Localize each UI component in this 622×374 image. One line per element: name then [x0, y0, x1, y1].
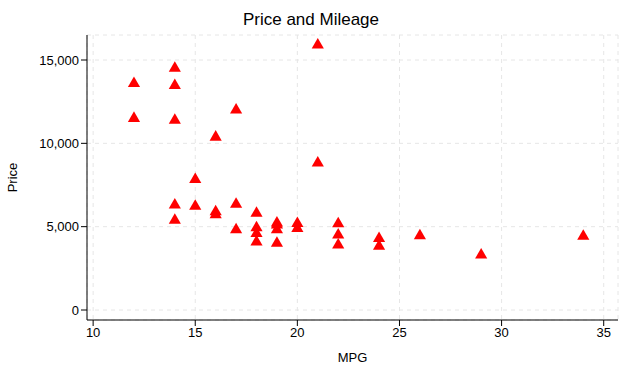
svg-text:30: 30 [494, 325, 508, 340]
svg-text:MPG: MPG [338, 350, 368, 365]
svg-text:10,000: 10,000 [39, 136, 79, 151]
svg-text:5,000: 5,000 [46, 219, 79, 234]
svg-text:25: 25 [392, 325, 406, 340]
svg-text:15: 15 [188, 325, 202, 340]
svg-text:15,000: 15,000 [39, 53, 79, 68]
svg-text:35: 35 [596, 325, 610, 340]
svg-text:0: 0 [72, 303, 79, 318]
svg-text:20: 20 [290, 325, 304, 340]
svg-text:Price: Price [8, 163, 20, 193]
html-text:Price and Mileage: Price and Mileage [243, 10, 379, 29]
svg-text:10: 10 [86, 325, 100, 340]
